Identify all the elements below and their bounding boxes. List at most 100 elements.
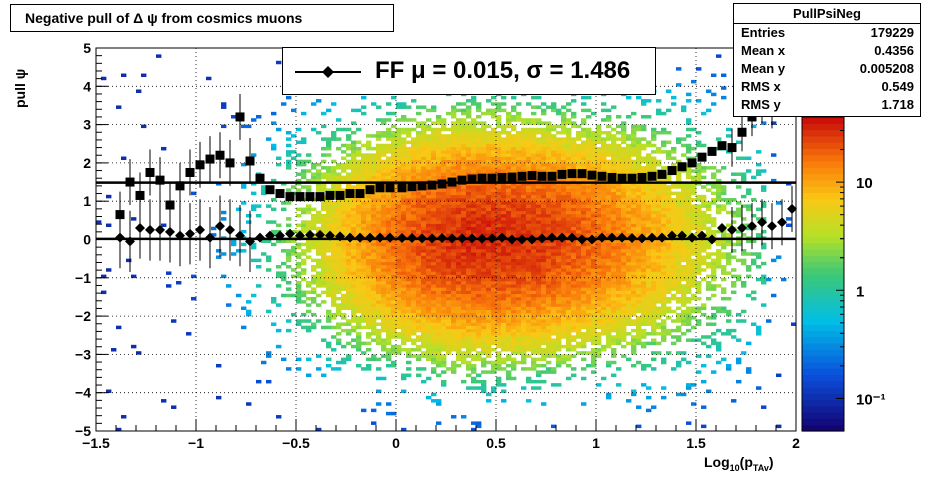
- heatmap-cell: [366, 363, 372, 368]
- heatmap-cell: [506, 166, 512, 170]
- heatmap-cell: [561, 191, 567, 196]
- heatmap-cell: [626, 210, 632, 215]
- heatmap-cell: [356, 175, 362, 180]
- heatmap-cell: [626, 233, 632, 237]
- heatmap-cell: [356, 338, 362, 342]
- heatmap-cell: [561, 194, 567, 199]
- heatmap-cell: [431, 198, 437, 202]
- heatmap-cell: [511, 258, 517, 263]
- heatmap-cell: [326, 277, 332, 282]
- heatmap-cell: [436, 121, 442, 125]
- heatmap-cell: [526, 303, 532, 307]
- heatmap-cell: [541, 316, 547, 320]
- heatmap-cell: [631, 306, 637, 311]
- heatmap-cell: [421, 143, 427, 148]
- heatmap-cell: [611, 153, 617, 157]
- heatmap-cell: [341, 162, 347, 167]
- heatmap-cell: [366, 322, 372, 326]
- heatmap-cell: [491, 226, 497, 231]
- heatmap-cell: [566, 376, 572, 381]
- heatmap-cell: [416, 166, 422, 170]
- heatmap-cell: [546, 188, 552, 192]
- heatmap-cell: [446, 338, 452, 342]
- heatmap-cell: [436, 287, 442, 291]
- heatmap-cell: [501, 204, 507, 208]
- heatmap-cell: [586, 312, 592, 317]
- heatmap-cell: [471, 204, 477, 208]
- heatmap-cell: [516, 204, 522, 208]
- heatmap-cell: [471, 172, 477, 176]
- heatmap-cell: [576, 210, 582, 215]
- heatmap-cell: [606, 229, 612, 234]
- heatmap-cell: [536, 363, 542, 368]
- heatmap-cell: [601, 140, 607, 145]
- heatmap-cell: [461, 118, 467, 122]
- heatmap-cell: [451, 296, 457, 301]
- heatmap-cell: [536, 290, 542, 295]
- heatmap-cell: [536, 379, 542, 384]
- heatmap-cell: [291, 252, 297, 256]
- heatmap-cell: [386, 322, 392, 326]
- heatmap-cell: [556, 226, 562, 231]
- heatmap-cell: [426, 274, 432, 279]
- heatmap-cell: [356, 309, 362, 314]
- heatmap-cell: [516, 325, 522, 330]
- heatmap-cell: [621, 188, 627, 192]
- heatmap-cell: [541, 338, 547, 342]
- heatmap-cell: [296, 178, 302, 183]
- heatmap-cell: [421, 271, 427, 275]
- heatmap-cell: [286, 328, 292, 333]
- heatmap-cell: [296, 261, 302, 266]
- heatmap-cell: [521, 252, 527, 256]
- heatmap-cell: [471, 274, 477, 279]
- heatmap-cell: [531, 249, 537, 253]
- heatmap-cell: [406, 316, 412, 320]
- heatmap-cell: [411, 137, 417, 141]
- heatmap-cell: [336, 172, 342, 176]
- heatmap-cell: [581, 191, 587, 196]
- heatmap-cell: [471, 300, 477, 304]
- heatmap-cell: [431, 271, 437, 275]
- heatmap-cell: [396, 130, 402, 135]
- heatmap-cell: [516, 188, 522, 192]
- heatmap-cell: [451, 127, 457, 132]
- heatmap-cell: [351, 169, 357, 173]
- heatmap-cell: [396, 169, 402, 173]
- heatmap-cell: [341, 312, 347, 317]
- heatmap-cell: [381, 229, 387, 234]
- heatmap-cell: [341, 274, 347, 279]
- heatmap-cell: [571, 373, 577, 378]
- heatmap-cell: [591, 316, 597, 320]
- heatmap-cell: [396, 312, 402, 317]
- heatmap-cell: [376, 376, 382, 381]
- heatmap-cell: [436, 198, 442, 202]
- heatmap-cell: [356, 146, 362, 151]
- heatmap-cell: [371, 332, 377, 336]
- heatmap-cell: [376, 178, 382, 183]
- heatmap-cell: [371, 408, 377, 413]
- heatmap-cell: [301, 277, 307, 282]
- heatmap-cell: [361, 290, 367, 295]
- heatmap-cell: [471, 220, 477, 224]
- heatmap-cell: [381, 258, 387, 263]
- heatmap-cell: [441, 210, 447, 215]
- heatmap-cell: [431, 258, 437, 263]
- heatmap-cell: [531, 156, 537, 161]
- heatmap-cell: [406, 134, 412, 138]
- heatmap-cell: [366, 341, 372, 346]
- heatmap-cell: [551, 245, 557, 250]
- heatmap-cell: [611, 348, 617, 352]
- heatmap-cell: [551, 226, 557, 231]
- heatmap-cell: [391, 287, 397, 291]
- heatmap-cell: [516, 255, 522, 259]
- heatmap-cell: [581, 213, 587, 218]
- heatmap-cell: [411, 166, 417, 170]
- heatmap-cell: [481, 226, 487, 231]
- heatmap-cell: [611, 229, 617, 234]
- heatmap-cell: [496, 284, 502, 288]
- heatmap-cell: [471, 249, 477, 253]
- heatmap-cell: [291, 312, 297, 317]
- heatmap-cell: [461, 328, 467, 333]
- heatmap-cell: [361, 201, 367, 205]
- heatmap-cell: [601, 300, 607, 304]
